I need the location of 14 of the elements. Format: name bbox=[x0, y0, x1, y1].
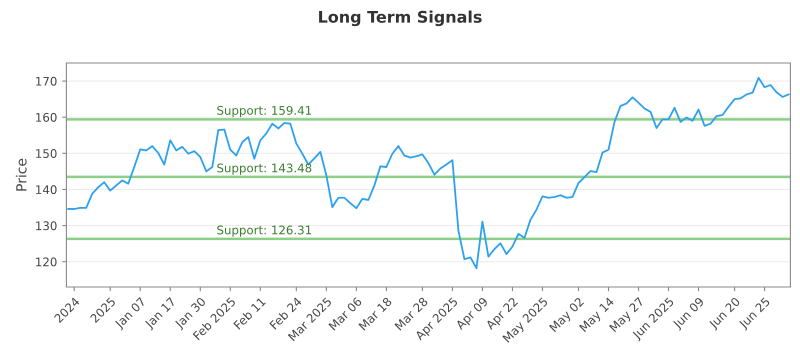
x-tick-label: Jun 09 bbox=[672, 296, 706, 331]
y-tick-label: 140 bbox=[36, 185, 57, 194]
y-tick-label: 150 bbox=[36, 149, 57, 158]
ref-line-label: Support: 143.48 bbox=[217, 163, 312, 175]
y-tick-label: 160 bbox=[36, 112, 57, 122]
y-tick-label: 120 bbox=[36, 257, 57, 266]
x-tick-label: Jun 25 bbox=[738, 296, 772, 331]
chart-title: Long Term Signals bbox=[319, 10, 482, 26]
line-series bbox=[67, 76, 790, 270]
ref-line-label: Support: 159.41 bbox=[217, 106, 312, 118]
y-tick-label: 170 bbox=[36, 76, 57, 86]
ref-line-label: Support: 126.31 bbox=[217, 226, 312, 237]
y-tick-label: 130 bbox=[36, 221, 57, 230]
y-axis-title: Price bbox=[16, 158, 27, 191]
